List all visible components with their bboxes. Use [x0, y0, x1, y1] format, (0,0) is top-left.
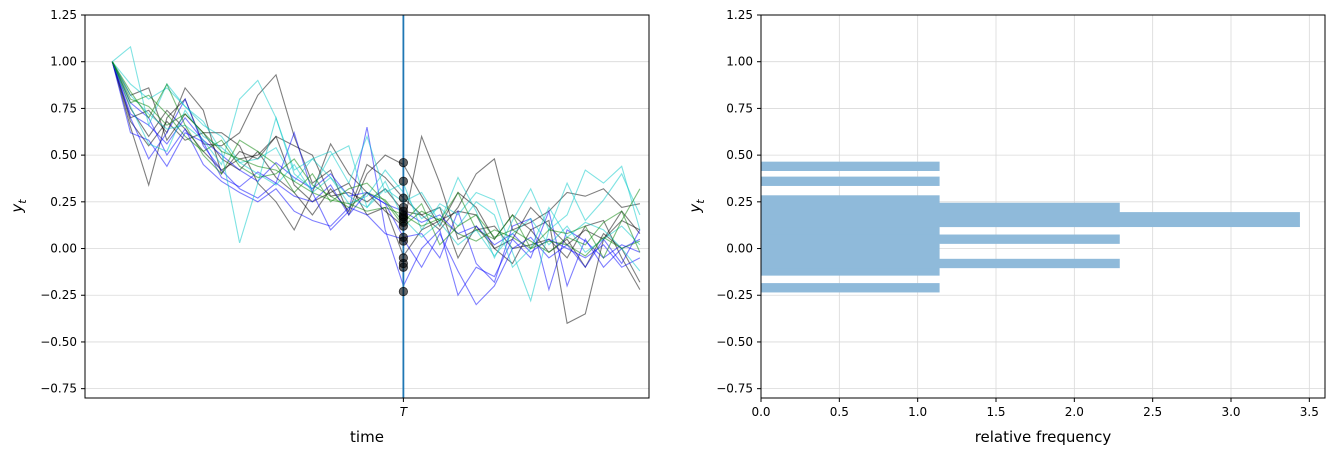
right-x-tick-label: 3.0	[1221, 405, 1240, 419]
histogram-bar	[761, 258, 1120, 269]
point-at-T	[398, 176, 408, 186]
right-y-tick-label: −0.50	[716, 335, 753, 349]
right-x-tick-label: 2.5	[1143, 405, 1162, 419]
series-line	[111, 61, 641, 257]
histogram-bar	[761, 161, 940, 172]
left-points-at-T	[398, 157, 408, 297]
right-y-axis-label: yt	[686, 199, 707, 214]
right-x-tick-label: 1.5	[986, 405, 1005, 419]
series-line	[111, 61, 641, 306]
point-at-T	[398, 193, 408, 203]
series-line	[111, 61, 641, 272]
right-y-tick-label: 0.75	[726, 101, 753, 115]
left-y-tick-label: −0.75	[40, 382, 77, 396]
left-y-tick-label: 1.25	[50, 8, 77, 22]
right-y-tick-label: −0.25	[716, 288, 753, 302]
right-x-ticks: 0.0 0.5 1.0 1.5 2.0 2.5 3.0 3.5	[751, 398, 1319, 419]
series-line	[111, 61, 641, 253]
right-x-tick-label: 1.0	[908, 405, 927, 419]
left-y-tick-label: 1.00	[50, 55, 77, 69]
series-line	[111, 61, 641, 297]
right-y-tick-label: 0.00	[726, 242, 753, 256]
series-line	[111, 61, 641, 303]
point-at-T	[398, 221, 408, 231]
left-series-lines	[111, 45, 641, 325]
right-x-axis-label: relative frequency	[975, 428, 1112, 446]
right-x-tick-label: 3.5	[1300, 405, 1319, 419]
right-x-tick-label: 0.0	[751, 405, 770, 419]
right-histogram-chart: −0.75−0.50−0.250.000.250.500.751.001.25 …	[686, 8, 1326, 446]
right-y-tick-label: −0.75	[716, 382, 753, 396]
series-line	[111, 45, 641, 260]
right-bars	[761, 161, 1300, 293]
series-line	[111, 61, 641, 231]
left-y-tick-label: 0.25	[50, 195, 77, 209]
left-x-ticks: T	[400, 398, 409, 419]
left-y-tick-label: 0.50	[50, 148, 77, 162]
histogram-bar	[761, 283, 940, 293]
point-at-T	[398, 262, 408, 272]
left-trajectory-chart: −0.75−0.50−0.250.000.250.500.751.001.25 …	[8, 8, 650, 446]
point-at-T	[398, 286, 408, 297]
left-x-tick-label: T	[400, 405, 409, 419]
left-y-ticks: −0.75 −0.50 −0.25 0.00 0.25 0.50 0.75 1.00 1.25	[40, 8, 85, 396]
right-x-tick-label: 0.5	[830, 405, 849, 419]
point-at-T	[398, 236, 408, 246]
right-plot-frame	[760, 14, 1326, 399]
left-y-tick-label: 0.75	[50, 101, 77, 115]
histogram-bar	[761, 202, 1120, 228]
right-y-ticks: −0.75 −0.50 −0.25 0.00 0.25 0.50 0.75 1.00 1.25	[716, 8, 761, 396]
left-plot-frame	[84, 14, 650, 399]
histogram-bar	[761, 234, 1120, 244]
right-y-tick-label: 1.00	[726, 55, 753, 69]
series-line	[111, 61, 641, 260]
right-x-tick-label: 2.0	[1065, 405, 1084, 419]
histogram-bar	[761, 176, 940, 186]
left-y-tick-label: 0.00	[50, 242, 77, 256]
right-y-tick-label: 1.25	[726, 8, 753, 22]
left-x-axis-label: time	[350, 428, 384, 446]
series-line	[111, 61, 641, 258]
left-y-tick-label: −0.50	[40, 335, 77, 349]
point-at-T	[398, 157, 408, 168]
left-y-tick-label: −0.25	[40, 288, 77, 302]
left-y-axis-label: yt	[8, 199, 29, 214]
right-y-tick-label: 0.50	[726, 148, 753, 162]
right-y-tick-label: 0.25	[726, 195, 753, 209]
